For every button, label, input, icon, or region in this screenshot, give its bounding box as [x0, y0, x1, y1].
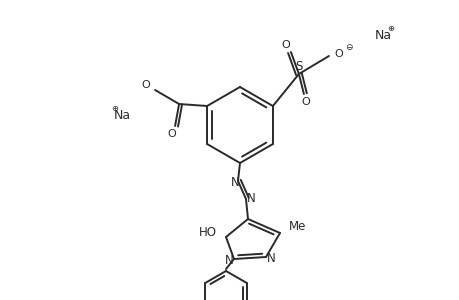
Text: Na: Na — [114, 109, 131, 122]
Text: ⊕: ⊕ — [386, 23, 394, 32]
Text: O: O — [141, 80, 150, 90]
Text: O: O — [301, 97, 310, 107]
Text: ⊖: ⊖ — [344, 43, 352, 52]
Text: N: N — [230, 176, 239, 188]
Text: N: N — [266, 253, 275, 266]
Text: N: N — [224, 254, 233, 268]
Text: HO: HO — [199, 226, 217, 239]
Text: Me: Me — [289, 220, 306, 233]
Text: S: S — [295, 59, 302, 73]
Text: O: O — [281, 40, 290, 50]
Text: O: O — [168, 129, 176, 139]
Text: ⊕: ⊕ — [111, 103, 118, 112]
Text: O: O — [334, 49, 342, 59]
Text: N: N — [246, 191, 255, 205]
Text: Na: Na — [374, 28, 391, 41]
